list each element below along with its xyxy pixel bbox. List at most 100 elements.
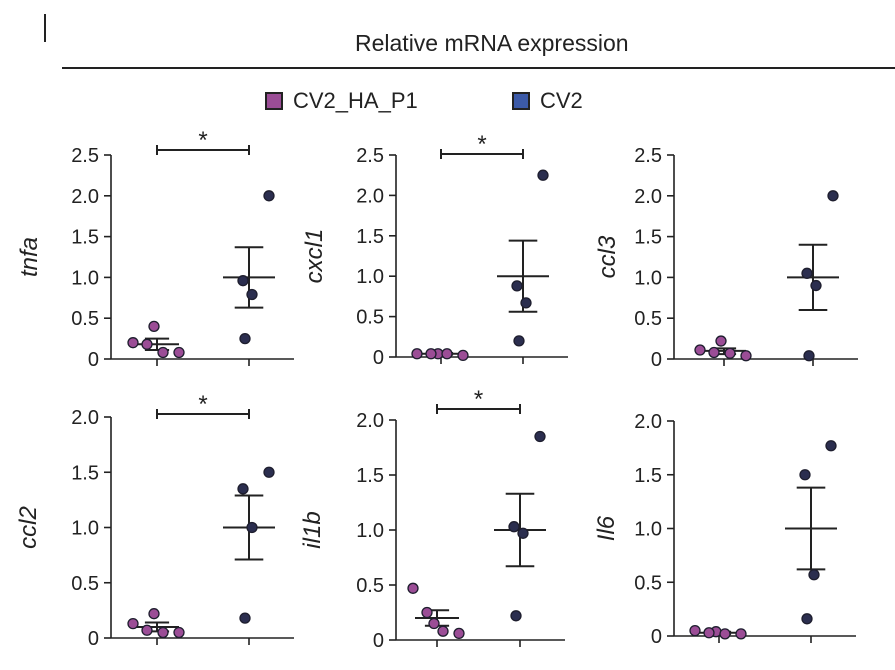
data-point-cv2 bbox=[246, 288, 258, 301]
data-point-cv2-ha-p1 bbox=[703, 627, 715, 639]
data-point-cv2-ha-p1 bbox=[441, 348, 453, 360]
data-point-cv2-ha-p1 bbox=[719, 628, 731, 640]
legend-label-cv2-ha-p1: CV2_HA_P1 bbox=[293, 88, 418, 113]
legend: CV2_HA_P1 CV2 bbox=[0, 88, 895, 118]
legend-label-cv2: CV2 bbox=[540, 88, 583, 113]
data-point-cv2 bbox=[827, 190, 839, 202]
data-point-cv2 bbox=[263, 466, 275, 478]
y-tick-label: 2.5 bbox=[356, 145, 384, 167]
significance-star: * bbox=[474, 386, 483, 413]
chart-tnfa: 0 0.5 1.0 1.5 2.0 2.5 tnfa * bbox=[16, 127, 294, 371]
data-point-cv2-ha-p1 bbox=[689, 624, 701, 637]
y-tick-label: 1.0 bbox=[634, 519, 662, 541]
data-point-cv2-ha-p1 bbox=[735, 628, 747, 640]
data-point-cv2-ha-p1 bbox=[411, 348, 423, 360]
y-tick-label: 0 bbox=[88, 628, 99, 650]
data-point-cv2-ha-p1 bbox=[724, 347, 736, 359]
data-point-cv2 bbox=[801, 267, 813, 279]
y-tick-label: 1.5 bbox=[356, 465, 384, 487]
y-axis-label: ccl3 bbox=[594, 235, 621, 278]
data-point-cv2 bbox=[799, 469, 811, 481]
y-tick-label: 0.5 bbox=[71, 573, 99, 595]
chart-cxcl1: 0 0.5 1.0 1.5 2.0 2.5 cxcl1 * bbox=[301, 131, 568, 369]
y-axis-label: ccl2 bbox=[15, 506, 42, 549]
chart-ccl2: 0 0.5 1.0 1.5 2.0 ccl2 * bbox=[15, 391, 294, 650]
y-tick-label: 2.0 bbox=[356, 185, 384, 207]
data-point-cv2-ha-p1 bbox=[453, 627, 465, 640]
legend-swatch-cv2-ha-p1 bbox=[265, 92, 283, 110]
y-tick-label: 1.5 bbox=[71, 227, 99, 249]
y-axis-label: cxcl1 bbox=[301, 229, 328, 284]
data-point-cv2-ha-p1 bbox=[173, 346, 185, 359]
data-point-cv2-ha-p1 bbox=[421, 606, 433, 619]
data-point-cv2-ha-p1 bbox=[428, 617, 440, 630]
data-point-cv2 bbox=[810, 279, 822, 292]
y-axis-label: il1b bbox=[299, 511, 326, 548]
data-point-cv2 bbox=[808, 569, 820, 581]
y-tick-label: 1.5 bbox=[356, 226, 384, 248]
data-point-cv2 bbox=[825, 440, 837, 452]
y-tick-label: 0.5 bbox=[356, 307, 384, 329]
data-point-cv2-ha-p1 bbox=[141, 624, 153, 636]
y-tick-label: 1.5 bbox=[634, 465, 662, 487]
chart-il1b: 0 0.5 1.0 1.5 2.0 il1b * bbox=[299, 386, 565, 652]
y-tick-label: 2.0 bbox=[634, 186, 662, 208]
data-point-cv2 bbox=[239, 612, 251, 624]
data-point-cv2 bbox=[237, 483, 249, 495]
y-tick-label: 1.0 bbox=[71, 267, 99, 289]
significance-star: * bbox=[477, 131, 486, 158]
y-tick-label: 1.0 bbox=[71, 518, 99, 540]
data-point-cv2-ha-p1 bbox=[740, 350, 752, 362]
y-axis-label: tnfa bbox=[16, 237, 43, 277]
significance-star: * bbox=[198, 127, 207, 154]
data-point-cv2 bbox=[511, 280, 523, 292]
y-tick-label: 0.5 bbox=[634, 572, 662, 594]
data-point-cv2-ha-p1 bbox=[715, 335, 727, 347]
y-tick-label: 2.5 bbox=[71, 145, 99, 167]
y-tick-label: 1.0 bbox=[356, 520, 384, 542]
data-point-cv2 bbox=[508, 521, 520, 533]
y-tick-label: 0 bbox=[373, 630, 384, 652]
data-point-cv2-ha-p1 bbox=[157, 626, 169, 639]
data-point-cv2 bbox=[537, 169, 549, 181]
data-point-cv2-ha-p1 bbox=[127, 337, 139, 349]
data-point-cv2 bbox=[237, 275, 249, 287]
data-point-cv2 bbox=[510, 610, 522, 622]
chart-ccl3: 0 0.5 1.0 1.5 2.0 2.5 ccl3 bbox=[594, 145, 858, 371]
chart-Il6: 0 0.5 1.0 1.5 2.0 Il6 bbox=[593, 411, 856, 648]
data-point-cv2-ha-p1 bbox=[425, 348, 437, 360]
data-point-cv2 bbox=[801, 613, 813, 625]
header-title: Relative mRNA expression bbox=[355, 30, 629, 56]
y-tick-label: 2.5 bbox=[634, 145, 662, 167]
data-point-cv2-ha-p1 bbox=[457, 349, 469, 362]
data-point-cv2-ha-p1 bbox=[437, 625, 449, 637]
data-point-cv2-ha-p1 bbox=[148, 608, 160, 620]
data-point-cv2 bbox=[239, 332, 251, 345]
y-tick-label: 0.5 bbox=[356, 575, 384, 597]
data-point-cv2 bbox=[246, 521, 258, 534]
y-tick-label: 2.0 bbox=[71, 407, 99, 429]
data-point-cv2 bbox=[520, 297, 532, 309]
data-point-cv2-ha-p1 bbox=[127, 617, 139, 630]
y-tick-label: 1.0 bbox=[634, 267, 662, 289]
panel-marker bbox=[44, 14, 46, 42]
legend-item-cv2: CV2 bbox=[512, 88, 583, 114]
data-point-cv2-ha-p1 bbox=[173, 626, 185, 639]
significance-star: * bbox=[198, 391, 207, 418]
header-rule bbox=[62, 67, 895, 69]
y-tick-label: 0 bbox=[88, 349, 99, 371]
y-tick-label: 1.5 bbox=[634, 227, 662, 249]
legend-swatch-cv2 bbox=[512, 92, 530, 110]
data-point-cv2-ha-p1 bbox=[708, 346, 720, 359]
y-tick-label: 0 bbox=[651, 349, 662, 371]
y-tick-label: 0.5 bbox=[71, 308, 99, 330]
y-tick-label: 1.5 bbox=[71, 462, 99, 484]
data-point-cv2-ha-p1 bbox=[148, 320, 160, 333]
data-point-cv2-ha-p1 bbox=[407, 582, 419, 594]
y-tick-label: 0 bbox=[373, 347, 384, 369]
data-point-cv2-ha-p1 bbox=[157, 346, 169, 359]
data-point-cv2 bbox=[534, 430, 546, 443]
y-axis-label: Il6 bbox=[593, 515, 620, 541]
data-point-cv2 bbox=[803, 350, 815, 362]
